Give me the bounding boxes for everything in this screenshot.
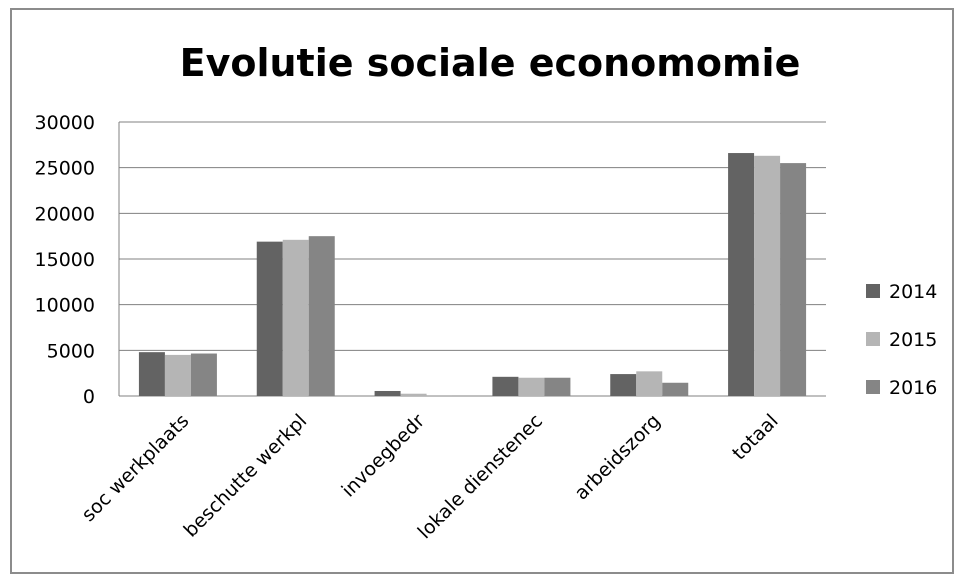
category-label: soc werkplaats — [77, 410, 193, 526]
bar — [662, 382, 689, 396]
legend-swatch — [866, 284, 880, 298]
axes: 0 5000 10000 15000 20000 25000 30000 — [35, 112, 120, 408]
y-tick-label: 30000 — [35, 112, 95, 134]
legend-swatch — [866, 380, 880, 394]
bar — [636, 371, 663, 396]
category-label: totaal — [728, 410, 783, 465]
bar — [190, 353, 217, 396]
bar — [308, 236, 335, 396]
legend-label: 2016 — [889, 377, 937, 399]
bar — [256, 241, 283, 396]
y-tick-label: 15000 — [35, 249, 95, 271]
bar — [374, 390, 401, 396]
bar — [544, 377, 571, 396]
bar — [728, 153, 755, 396]
bar — [138, 352, 165, 396]
chart-title: Evolutie sociale economomie — [180, 41, 801, 85]
y-tick-label: 0 — [83, 386, 95, 408]
bar — [282, 239, 309, 396]
bar — [610, 374, 637, 396]
y-tick-label: 25000 — [35, 158, 95, 180]
bar — [400, 393, 427, 396]
bars — [138, 153, 807, 396]
category-label: beschutte werkpl — [180, 410, 312, 542]
bar — [492, 376, 519, 396]
legend-label: 2015 — [889, 329, 937, 351]
bar — [780, 163, 807, 396]
bar — [518, 377, 545, 396]
legend-swatch — [866, 332, 880, 346]
grid-lines — [119, 121, 826, 397]
y-tick-label: 20000 — [35, 203, 95, 225]
y-tick-label: 10000 — [35, 295, 95, 317]
legend-label: 2014 — [889, 281, 937, 303]
y-tick-label: 5000 — [47, 340, 95, 362]
category-label: arbeidszorg — [570, 410, 664, 504]
category-label: invoegbedr — [338, 410, 430, 502]
category-label: lokale dienstenec — [414, 410, 547, 543]
bar — [164, 354, 191, 396]
legend: 2014 2015 2016 — [866, 281, 937, 399]
bar — [754, 155, 781, 396]
